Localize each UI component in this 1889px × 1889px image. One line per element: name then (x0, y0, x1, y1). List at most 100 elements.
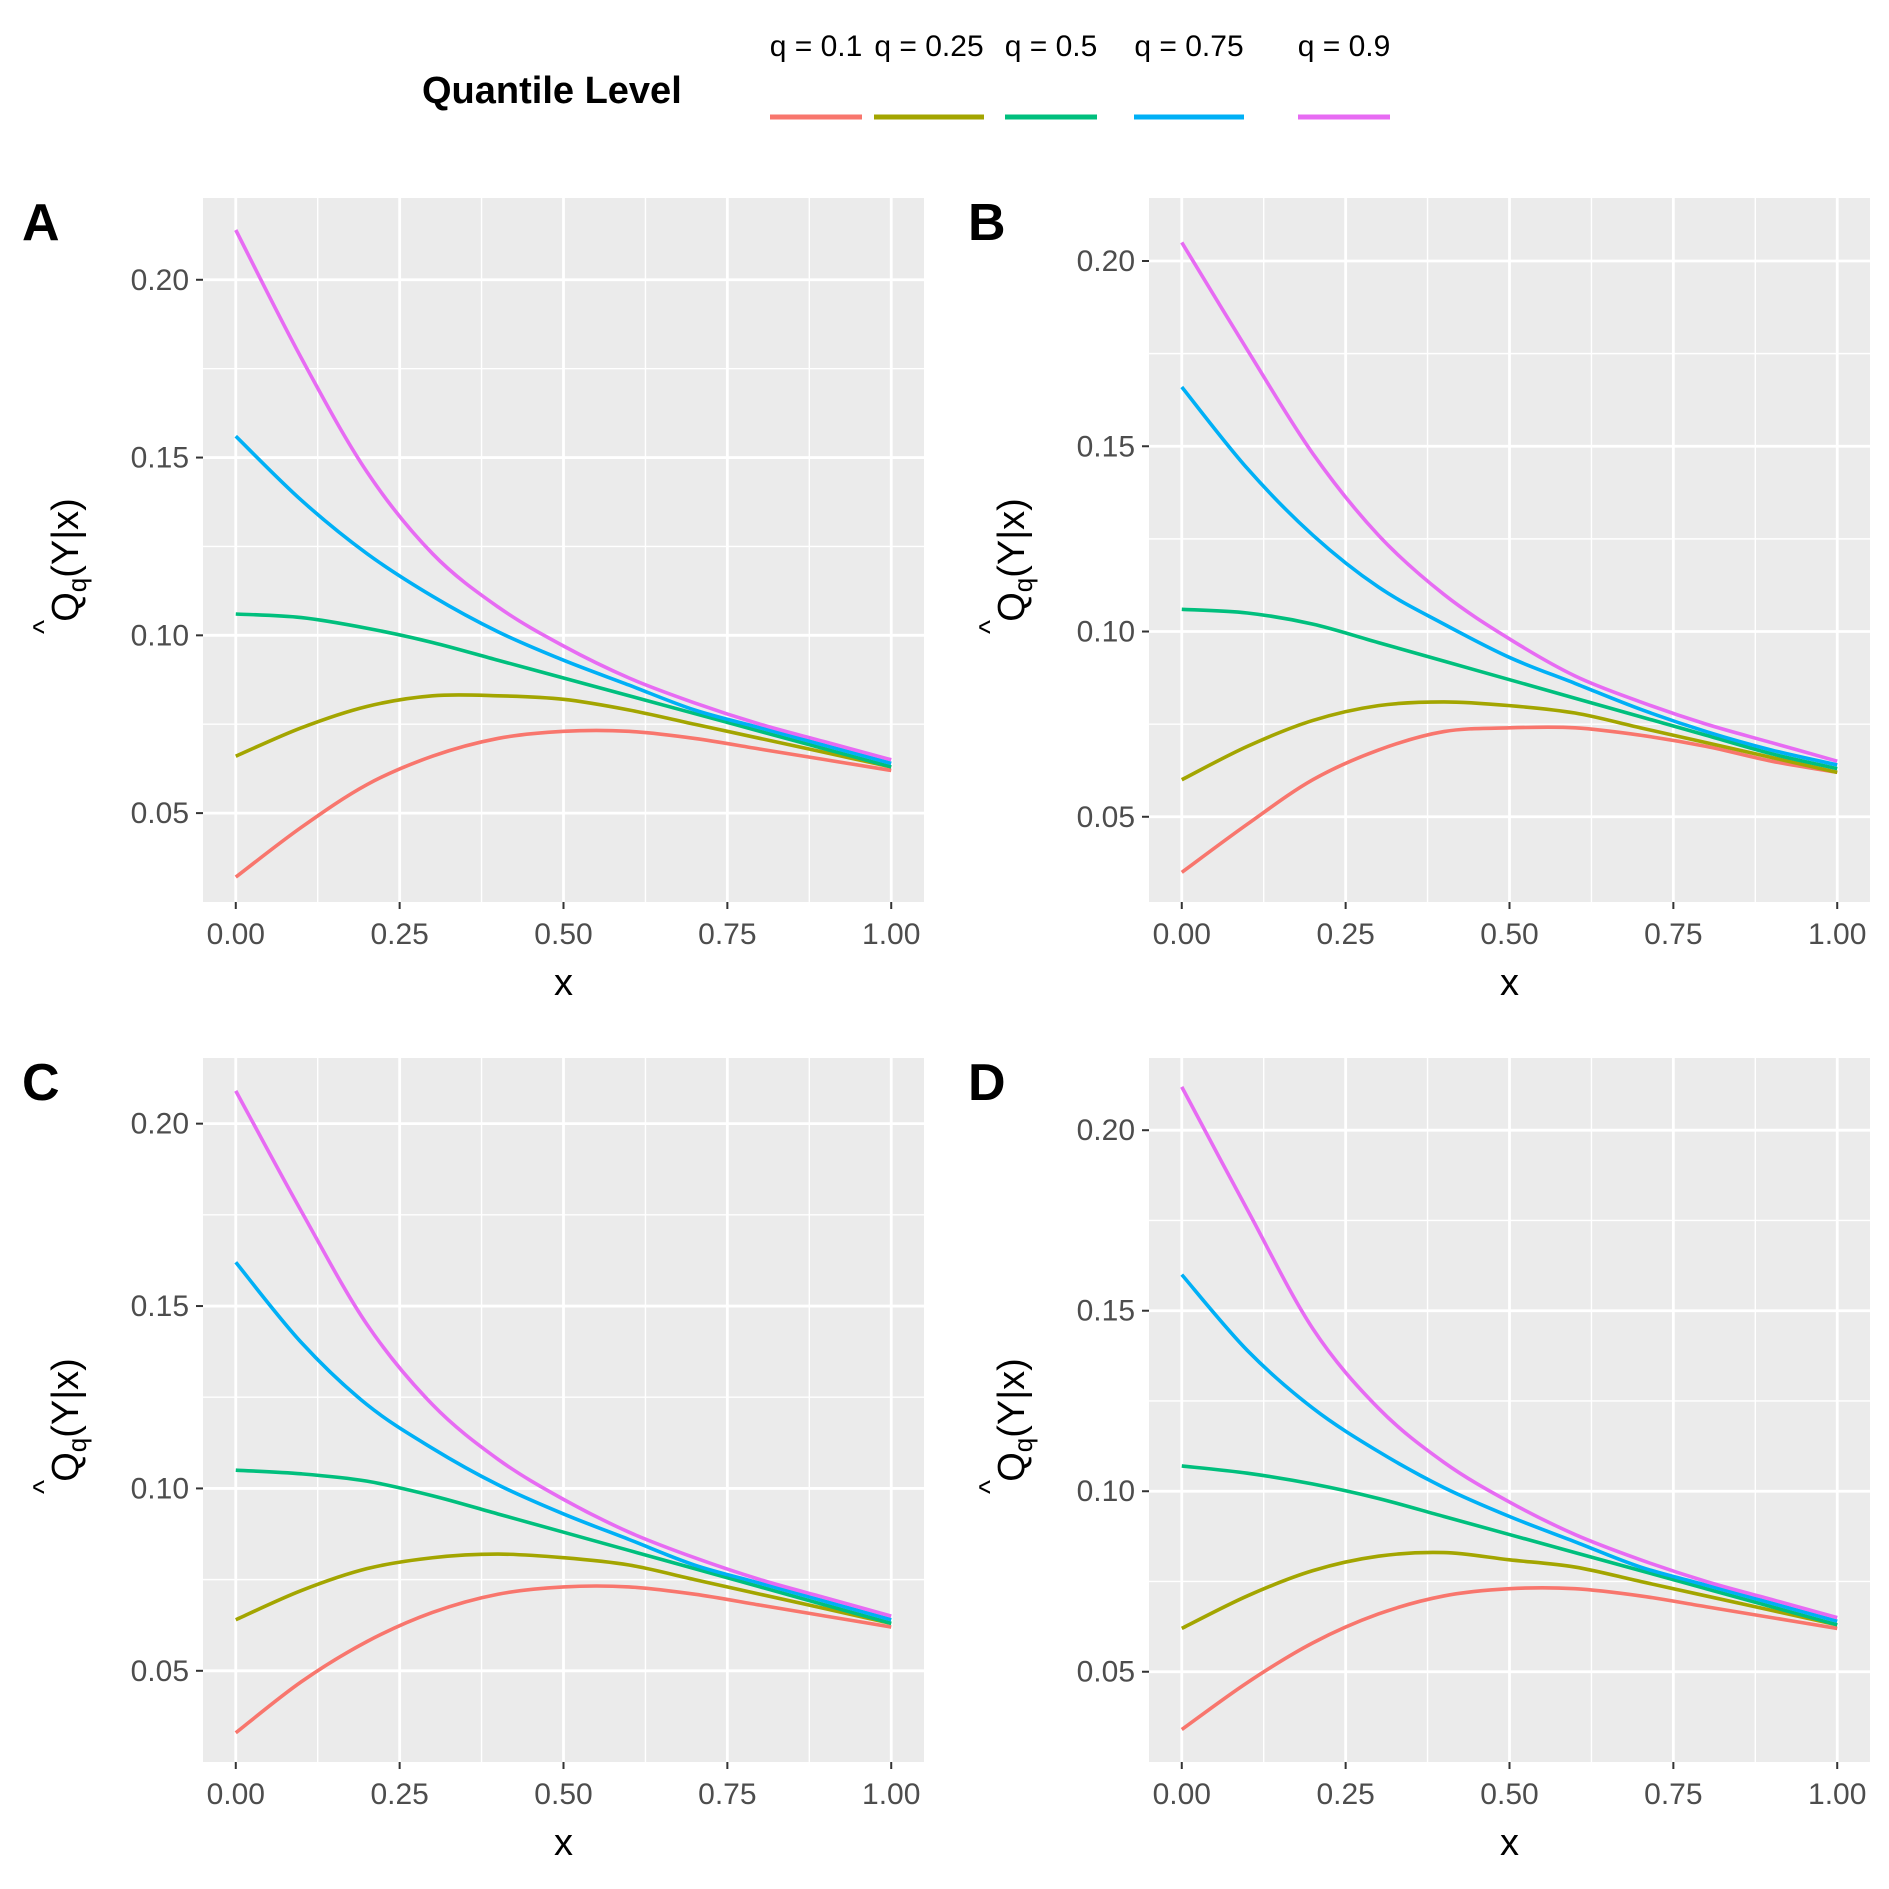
y-tick-label: 0.15 (131, 1290, 189, 1323)
x-tick-label: 0.50 (534, 918, 592, 951)
y-tick-label: 0.05 (1077, 801, 1135, 834)
series-line (234, 229, 892, 762)
legend-item: q = 0.5 (1005, 30, 1098, 120)
y-axis-title-main: Q (45, 592, 87, 622)
series-line (234, 1261, 892, 1622)
series-line (1180, 1550, 1838, 1631)
series-line (235, 612, 892, 769)
legend-label: q = 0.75 (1134, 30, 1243, 63)
y-axis-title: Qq(Y|x)^ (974, 498, 1038, 634)
x-tick-label: 0.50 (1480, 918, 1538, 951)
series-line (1181, 1464, 1838, 1627)
y-axis-title-hat: ^ (28, 1480, 61, 1494)
y-tick-label: 0.05 (131, 797, 189, 830)
x-tick-label: 0.75 (1644, 1778, 1702, 1811)
y-tick-label: 0.20 (1077, 245, 1135, 278)
panel-d: 0.00 0.25 0.50 0.75 1.00 0.05 0.10 0.15 0.20 x Qq(… (968, 1054, 1870, 1864)
svg-text:Qq(Y|x): Qq(Y|x) (45, 1358, 92, 1482)
series-line (234, 434, 892, 766)
legend-item: q = 0.1 (770, 30, 863, 120)
legend-label: q = 0.9 (1298, 30, 1391, 63)
y-axis-title-main: Q (45, 1452, 87, 1482)
series-line (1180, 1586, 1838, 1731)
svg-text:Qq(Y|x): Qq(Y|x) (991, 1358, 1038, 1482)
y-tick-label: 0.10 (131, 619, 189, 652)
legend-label: q = 0.1 (770, 30, 863, 63)
series-line (235, 1552, 892, 1626)
y-axis-title: Qq(Y|x)^ (28, 1358, 92, 1494)
panel-letter: D (968, 1054, 1006, 1112)
panel-c: 0.00 0.25 0.50 0.75 1.00 0.05 0.10 0.15 0.20 x Qq(… (22, 1054, 924, 1864)
legend-title: Quantile Level (422, 70, 682, 112)
x-tick-label: 0.00 (207, 1778, 265, 1811)
y-axis-title-rest: (Y|x) (991, 1358, 1033, 1438)
y-tick-label: 0.15 (1077, 1295, 1135, 1328)
x-tick-label: 0.25 (370, 918, 428, 951)
x-tick-label: 0.00 (207, 918, 265, 951)
y-tick-label: 0.20 (131, 1108, 189, 1141)
y-axis-title-sub: q (62, 578, 92, 592)
legend-item: q = 0.25 (874, 30, 984, 120)
series-line (234, 1089, 892, 1618)
svg-text:Qq(Y|x): Qq(Y|x) (45, 498, 92, 622)
x-axis-title: x (554, 962, 573, 1004)
series-line (234, 1584, 892, 1735)
legend-label: q = 0.5 (1005, 30, 1098, 63)
x-tick-label: 0.25 (1316, 918, 1374, 951)
y-axis-title: Qq(Y|x)^ (28, 498, 92, 634)
panels: 0.00 0.25 0.50 0.75 1.000.050.100.150.20xQq(… (22, 194, 1870, 1864)
x-tick-label: 0.75 (1644, 918, 1702, 951)
y-tick-label: 0.05 (131, 1655, 189, 1688)
y-tick-label: 0.20 (1077, 1114, 1135, 1147)
series-line (235, 693, 892, 769)
panel-letter: C (22, 1054, 60, 1112)
x-tick-label: 0.25 (370, 1778, 428, 1811)
y-axis-title-hat: ^ (974, 1480, 1007, 1494)
panel-letter: B (968, 194, 1006, 252)
series-line (1180, 241, 1838, 763)
series-line (1180, 725, 1838, 874)
x-axis-title: x (554, 1822, 573, 1864)
x-tick-label: 0.50 (1480, 1778, 1538, 1811)
y-tick-label: 0.15 (131, 442, 189, 475)
y-tick-label: 0.10 (1077, 616, 1135, 649)
x-tick-label: 0.00 (1153, 918, 1211, 951)
series-line (1180, 700, 1838, 782)
y-tick-label: 0.10 (131, 1472, 189, 1505)
y-axis-title: Qq(Y|x)^ (974, 1358, 1038, 1494)
panel-b: 0.00 0.25 0.50 0.75 1.00 0.05 0.10 0.15 0.20 x Qq(… (968, 194, 1870, 1004)
x-tick-label: 0.50 (534, 1778, 592, 1811)
legend: Quantile Level q = 0.1 q = 0.25 q = 0.5 q = … (422, 30, 1391, 120)
x-axis-title: x (1500, 962, 1519, 1004)
x-tick-label: 1.00 (1808, 918, 1866, 951)
x-tick-label: 1.00 (862, 918, 920, 951)
y-axis-title-sub: q (1008, 1438, 1038, 1452)
series-line (235, 1468, 892, 1626)
y-axis-title-main: Q (991, 1452, 1033, 1482)
legend-item: q = 0.75 (1134, 30, 1244, 120)
x-axis-title: x (1500, 1822, 1519, 1864)
series-line (1180, 385, 1838, 767)
x-tick-label: 0.25 (1316, 1778, 1374, 1811)
x-tick-label: 1.00 (1808, 1778, 1866, 1811)
series-line (1181, 607, 1838, 771)
y-axis-title-sub: q (1008, 578, 1038, 592)
y-tick-label: 0.20 (131, 264, 189, 297)
y-tick-label: 0.05 (1077, 1656, 1135, 1689)
y-tick-label: 0.15 (1077, 430, 1135, 463)
panel-letter: A (22, 194, 60, 252)
y-tick-label: 0.10 (1077, 1475, 1135, 1508)
series-line (234, 728, 892, 879)
y-axis-title-rest: (Y|x) (45, 498, 87, 578)
y-axis-title-hat: ^ (974, 620, 1007, 634)
y-axis-title-sub: q (62, 1438, 92, 1452)
x-tick-label: 0.75 (698, 1778, 756, 1811)
y-axis-title-rest: (Y|x) (45, 1358, 87, 1438)
y-axis-title-rest: (Y|x) (991, 498, 1033, 578)
series-line (1180, 1273, 1838, 1623)
legend-item: q = 0.9 (1298, 30, 1391, 120)
panel-a: 0.00 0.25 0.50 0.75 1.00 0.05 0.10 0.15 0.20 x Qq(… (22, 194, 924, 1004)
x-tick-label: 1.00 (862, 1778, 920, 1811)
legend-label: q = 0.25 (874, 30, 983, 63)
